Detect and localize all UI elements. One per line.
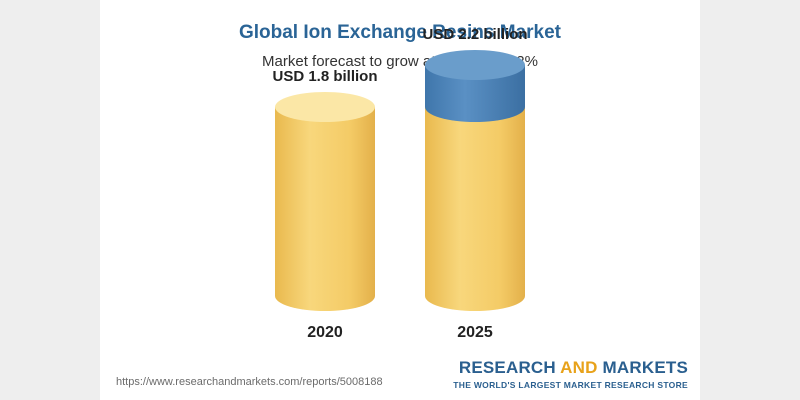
- category-label-2020: 2020: [307, 324, 343, 341]
- cylinder-body-2025: [425, 107, 525, 311]
- brand-part-3: MARKETS: [597, 358, 688, 377]
- category-label-2025: 2025: [457, 324, 493, 341]
- cylinder-top-2025: [425, 50, 525, 80]
- cylinder-chart: USD 1.8 billion 2020 USD 2.2 billion 2025: [272, 26, 527, 341]
- source-url[interactable]: https://www.researchandmarkets.com/repor…: [116, 376, 383, 388]
- brand-tagline: THE WORLD'S LARGEST MARKET RESEARCH STOR…: [453, 380, 688, 390]
- data-label-2020: USD 1.8 billion: [272, 68, 377, 85]
- cylinder-growth-2025: [425, 65, 525, 122]
- chart-title: Global Ion Exchange Resins Market: [238, 22, 562, 43]
- cylinder-top-2020: [275, 92, 375, 122]
- brand-part-1: RESEARCH: [458, 358, 561, 377]
- data-label-2025: USD 2.2 billion: [422, 26, 527, 43]
- brand-part-2: AND: [560, 358, 598, 377]
- cylinder-body-2020: [275, 107, 375, 311]
- chart-card: Global Ion Exchange Resins Market Market…: [100, 0, 700, 400]
- brand-logo: RESEARCH AND MARKETS: [459, 358, 688, 378]
